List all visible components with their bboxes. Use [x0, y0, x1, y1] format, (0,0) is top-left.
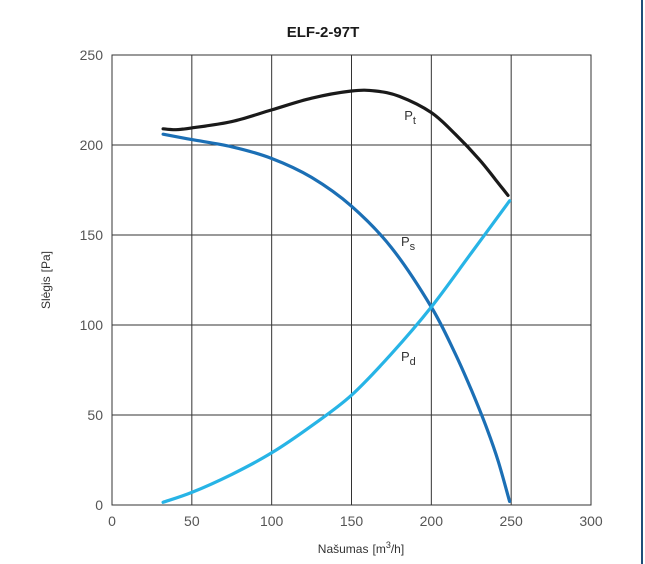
series-line-pd: [161, 199, 512, 504]
x-axis-unit-sup: 3: [386, 540, 391, 550]
plot-frame: [111, 54, 592, 506]
x-tick-label: 100: [260, 513, 284, 529]
chart-title: ELF-2-97T: [287, 24, 360, 41]
series-label-ps: Ps: [401, 234, 416, 253]
x-axis-unit-tail: /h: [391, 542, 401, 556]
y-tick-label: 50: [87, 407, 103, 423]
series-label-pt: Pt: [404, 108, 416, 127]
y-tick-label: 200: [80, 137, 104, 153]
x-tick-label: 200: [420, 513, 444, 529]
x-axis-label-text: Našumas: [318, 542, 369, 556]
series-line-pt: [161, 88, 510, 197]
series-line-ps: [161, 132, 512, 503]
y-tick-label: 150: [80, 227, 104, 243]
series-labels: Pt Ps Pd: [401, 108, 416, 368]
x-tick-label: 50: [184, 513, 200, 529]
y-axis-ticks: 0 50 100 150 200 250: [80, 47, 104, 513]
x-axis-label: Našumas [m3/h]: [318, 540, 404, 556]
y-axis-label: Slėgis[Pa]: [39, 251, 53, 309]
x-axis-ticks: 0 50 100 150 200 250 300: [108, 513, 603, 529]
y-tick-label: 250: [80, 47, 104, 63]
x-tick-label: 0: [108, 513, 116, 529]
grid: [111, 54, 592, 506]
y-tick-label: 0: [95, 497, 103, 513]
x-tick-label: 150: [340, 513, 364, 529]
y-tick-label: 100: [80, 317, 104, 333]
x-axis-unit-base: m: [376, 542, 386, 556]
y-axis-label-text: Slėgis: [39, 276, 53, 309]
x-tick-label: 300: [579, 513, 603, 529]
series-label-pd: Pd: [401, 349, 416, 368]
x-tick-label: 250: [499, 513, 523, 529]
right-edge-bar: [641, 0, 643, 564]
y-axis-unit: Pa: [39, 254, 53, 269]
series-lines: [161, 88, 512, 504]
